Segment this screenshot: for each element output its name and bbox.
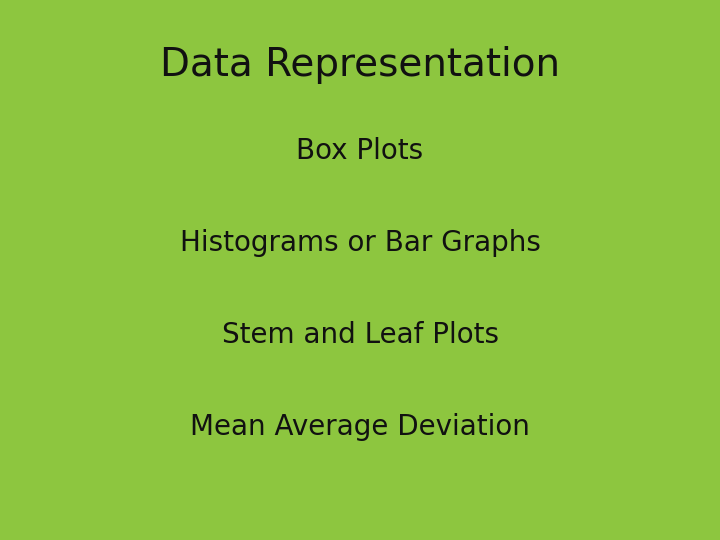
Text: Stem and Leaf Plots: Stem and Leaf Plots bbox=[222, 321, 498, 349]
Text: Box Plots: Box Plots bbox=[297, 137, 423, 165]
Text: Mean Average Deviation: Mean Average Deviation bbox=[190, 413, 530, 441]
Text: Data Representation: Data Representation bbox=[160, 46, 560, 84]
Text: Histograms or Bar Graphs: Histograms or Bar Graphs bbox=[179, 229, 541, 257]
